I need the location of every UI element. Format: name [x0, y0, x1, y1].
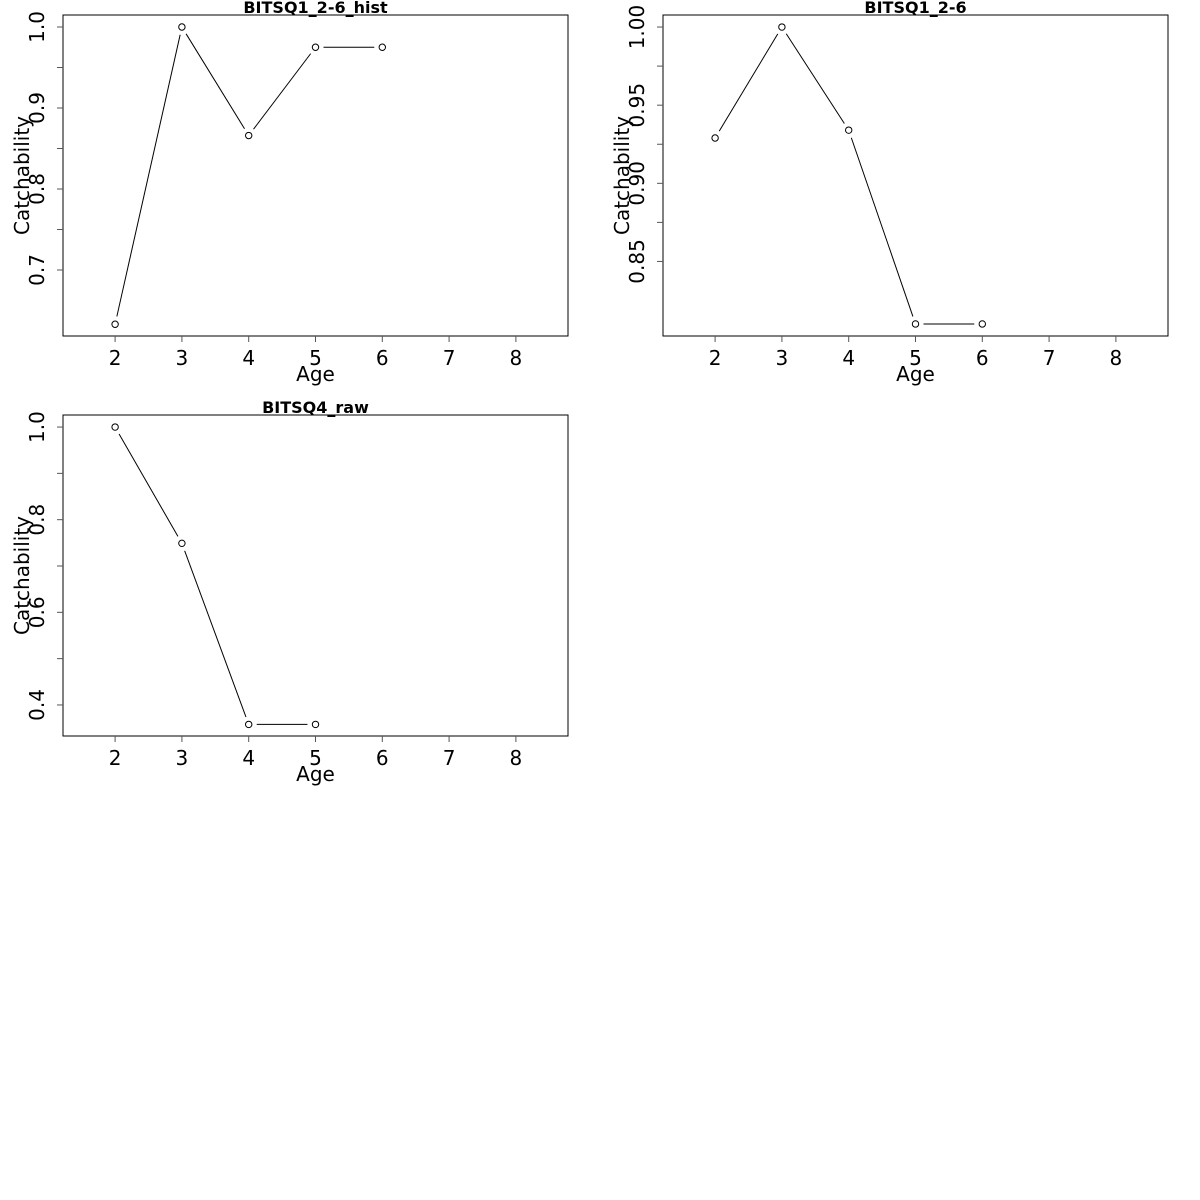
x-tick-label: 4 [242, 746, 255, 770]
x-tick-label: 6 [376, 746, 389, 770]
x-axis-label: Age [896, 362, 935, 386]
data-point [178, 23, 186, 31]
series-line-segment [185, 33, 245, 129]
x-tick-label: 6 [976, 346, 989, 370]
series-line-segment [253, 53, 312, 130]
y-tick-label: 0.9 [25, 92, 49, 124]
y-tick-label: 0.90 [625, 161, 649, 206]
x-tick-label: 5 [909, 346, 922, 370]
y-tick-label: 0.7 [25, 254, 49, 286]
x-tick-label: 3 [176, 746, 189, 770]
plot-frame [662, 14, 1169, 337]
y-tick-label: 0.85 [625, 239, 649, 284]
y-tick-label: 0.8 [25, 504, 49, 536]
y-axis-label: Catchability [10, 116, 34, 235]
x-tick-label: 7 [443, 746, 456, 770]
x-tick-label: 7 [443, 346, 456, 370]
series-line-segment [184, 550, 247, 718]
data-point [311, 720, 320, 729]
data-point [911, 320, 920, 328]
y-tick-label: 0.8 [25, 173, 49, 205]
x-tick-label: 6 [376, 346, 389, 370]
series-line-segment [118, 433, 179, 537]
y-tick-label: 1.0 [25, 411, 49, 443]
y-tick-label: 0.6 [25, 596, 49, 628]
data-point [711, 134, 719, 142]
x-tick-label: 5 [309, 346, 322, 370]
y-tick-label: 0.4 [25, 689, 49, 721]
chart-panel-3: BITSQ4_raw 2 3 4 5 6 7 8 0.4 0.6 0.8 1.0 Age Catchabi… [10, 398, 569, 786]
plot-frame [62, 14, 569, 337]
data-point [245, 720, 253, 729]
x-tick-label: 2 [709, 346, 722, 370]
x-tick-label: 8 [1110, 346, 1123, 370]
x-tick-label: 2 [109, 746, 122, 770]
chart-panel-2: BITSQ1_2-6 2 3 4 5 6 7 8 0.85 0.90 0.95 1.00 Age Catc… [610, 0, 1169, 386]
x-tick-label: 2 [109, 346, 122, 370]
data-point [311, 43, 320, 51]
chart-panel-1: BITSQ1_2-6_hist 2 3 4 5 6 7 8 0.7 0.8 0.9 1.0 Age Cat… [10, 0, 569, 386]
plot-frame [62, 414, 569, 737]
data-point [178, 539, 186, 548]
x-tick-label: 5 [309, 746, 322, 770]
x-tick-label: 4 [242, 346, 255, 370]
data-point [245, 131, 253, 140]
series-line-segment [785, 33, 845, 124]
data-point [778, 23, 786, 31]
x-axis-label: Age [296, 762, 335, 786]
data-point [378, 43, 386, 51]
chart-title: BITSQ4_raw [262, 398, 369, 417]
series-line-segment [116, 34, 181, 317]
y-tick-label: 0.95 [625, 83, 649, 128]
x-tick-label: 8 [510, 346, 523, 370]
y-tick-label: 1.00 [625, 5, 649, 50]
chart-title: BITSQ1_2-6 [864, 0, 966, 17]
y-axis-label: Catchability [10, 516, 34, 635]
data-point [111, 423, 119, 431]
x-tick-label: 4 [842, 346, 855, 370]
data-point [845, 126, 853, 134]
y-tick-label: 1.0 [25, 11, 49, 43]
chart-title: BITSQ1_2-6_hist [243, 0, 388, 17]
x-axis-label: Age [296, 362, 335, 386]
series-line-segment [850, 137, 914, 317]
x-tick-label: 8 [510, 746, 523, 770]
x-tick-label: 7 [1043, 346, 1056, 370]
data-point [978, 320, 986, 328]
y-axis-label: Catchability [610, 116, 634, 235]
data-point [111, 320, 119, 328]
x-tick-label: 3 [176, 346, 189, 370]
series-line-segment [718, 33, 779, 132]
x-tick-label: 3 [776, 346, 789, 370]
